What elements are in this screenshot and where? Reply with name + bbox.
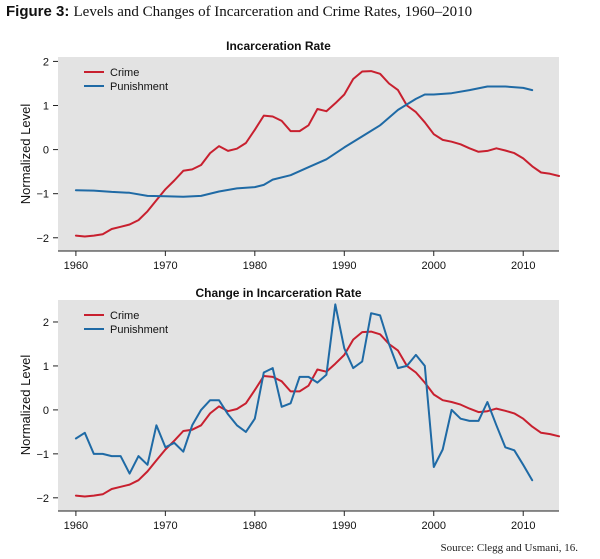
- source-note: Source: Clegg and Usmani, 16.: [440, 542, 578, 554]
- x-tick-label: 2010: [511, 260, 535, 272]
- x-tick-label: 2000: [422, 520, 446, 532]
- series-line-punishment: [74, 303, 534, 482]
- y-tick-label: 0: [43, 405, 49, 417]
- x-tick-label: 1990: [332, 260, 356, 272]
- y-tick-label: −1: [36, 449, 49, 461]
- y-tick-label: 1: [43, 361, 49, 373]
- y-axis-label: Normalized Level: [18, 104, 33, 205]
- legend-label-crime: Crime: [110, 67, 139, 79]
- chart-panel-2: Change in Incarceration Rate Normalized L…: [18, 286, 560, 532]
- series-line-crime: [74, 330, 560, 498]
- chart-title: Incarceration Rate: [226, 39, 331, 53]
- legend-label-punishment: Punishment: [110, 324, 168, 336]
- figure-title-text: Levels and Changes of Incarceration and …: [73, 4, 473, 20]
- figure-label: Figure 3:: [6, 3, 70, 20]
- y-tick-label: 2: [43, 317, 49, 329]
- figure-title: Figure 3: Levels and Changes of Incarcer…: [6, 3, 472, 21]
- x-tick-label: 1970: [153, 260, 177, 272]
- y-axis-label: Normalized Level: [18, 355, 33, 456]
- y-tick-label: −1: [36, 189, 49, 201]
- series-line-punishment: [74, 85, 534, 198]
- x-tick-label: 2010: [511, 520, 535, 532]
- chart-panel-1: Incarceration Rate Normalized Level −2 −1 0 1…: [18, 39, 560, 272]
- x-tick-label: 1960: [64, 520, 88, 532]
- legend-label-punishment: Punishment: [110, 81, 168, 93]
- x-tick-label: 1980: [243, 520, 267, 532]
- y-tick-label: 1: [43, 101, 49, 113]
- x-tick-label: 1970: [153, 520, 177, 532]
- x-tick-label: 2000: [422, 260, 446, 272]
- y-tick-label: −2: [36, 493, 49, 505]
- x-tick-label: 1990: [332, 520, 356, 532]
- y-tick-label: 2: [43, 56, 49, 68]
- plot-area: [58, 300, 559, 511]
- series-line-crime: [74, 70, 560, 238]
- y-tick-label: −2: [36, 233, 49, 245]
- x-tick-label: 1960: [64, 260, 88, 272]
- chart-title: Change in Incarceration Rate: [195, 286, 361, 300]
- y-tick-label: 0: [43, 145, 49, 157]
- x-tick-label: 1980: [243, 260, 267, 272]
- legend-label-crime: Crime: [110, 310, 139, 322]
